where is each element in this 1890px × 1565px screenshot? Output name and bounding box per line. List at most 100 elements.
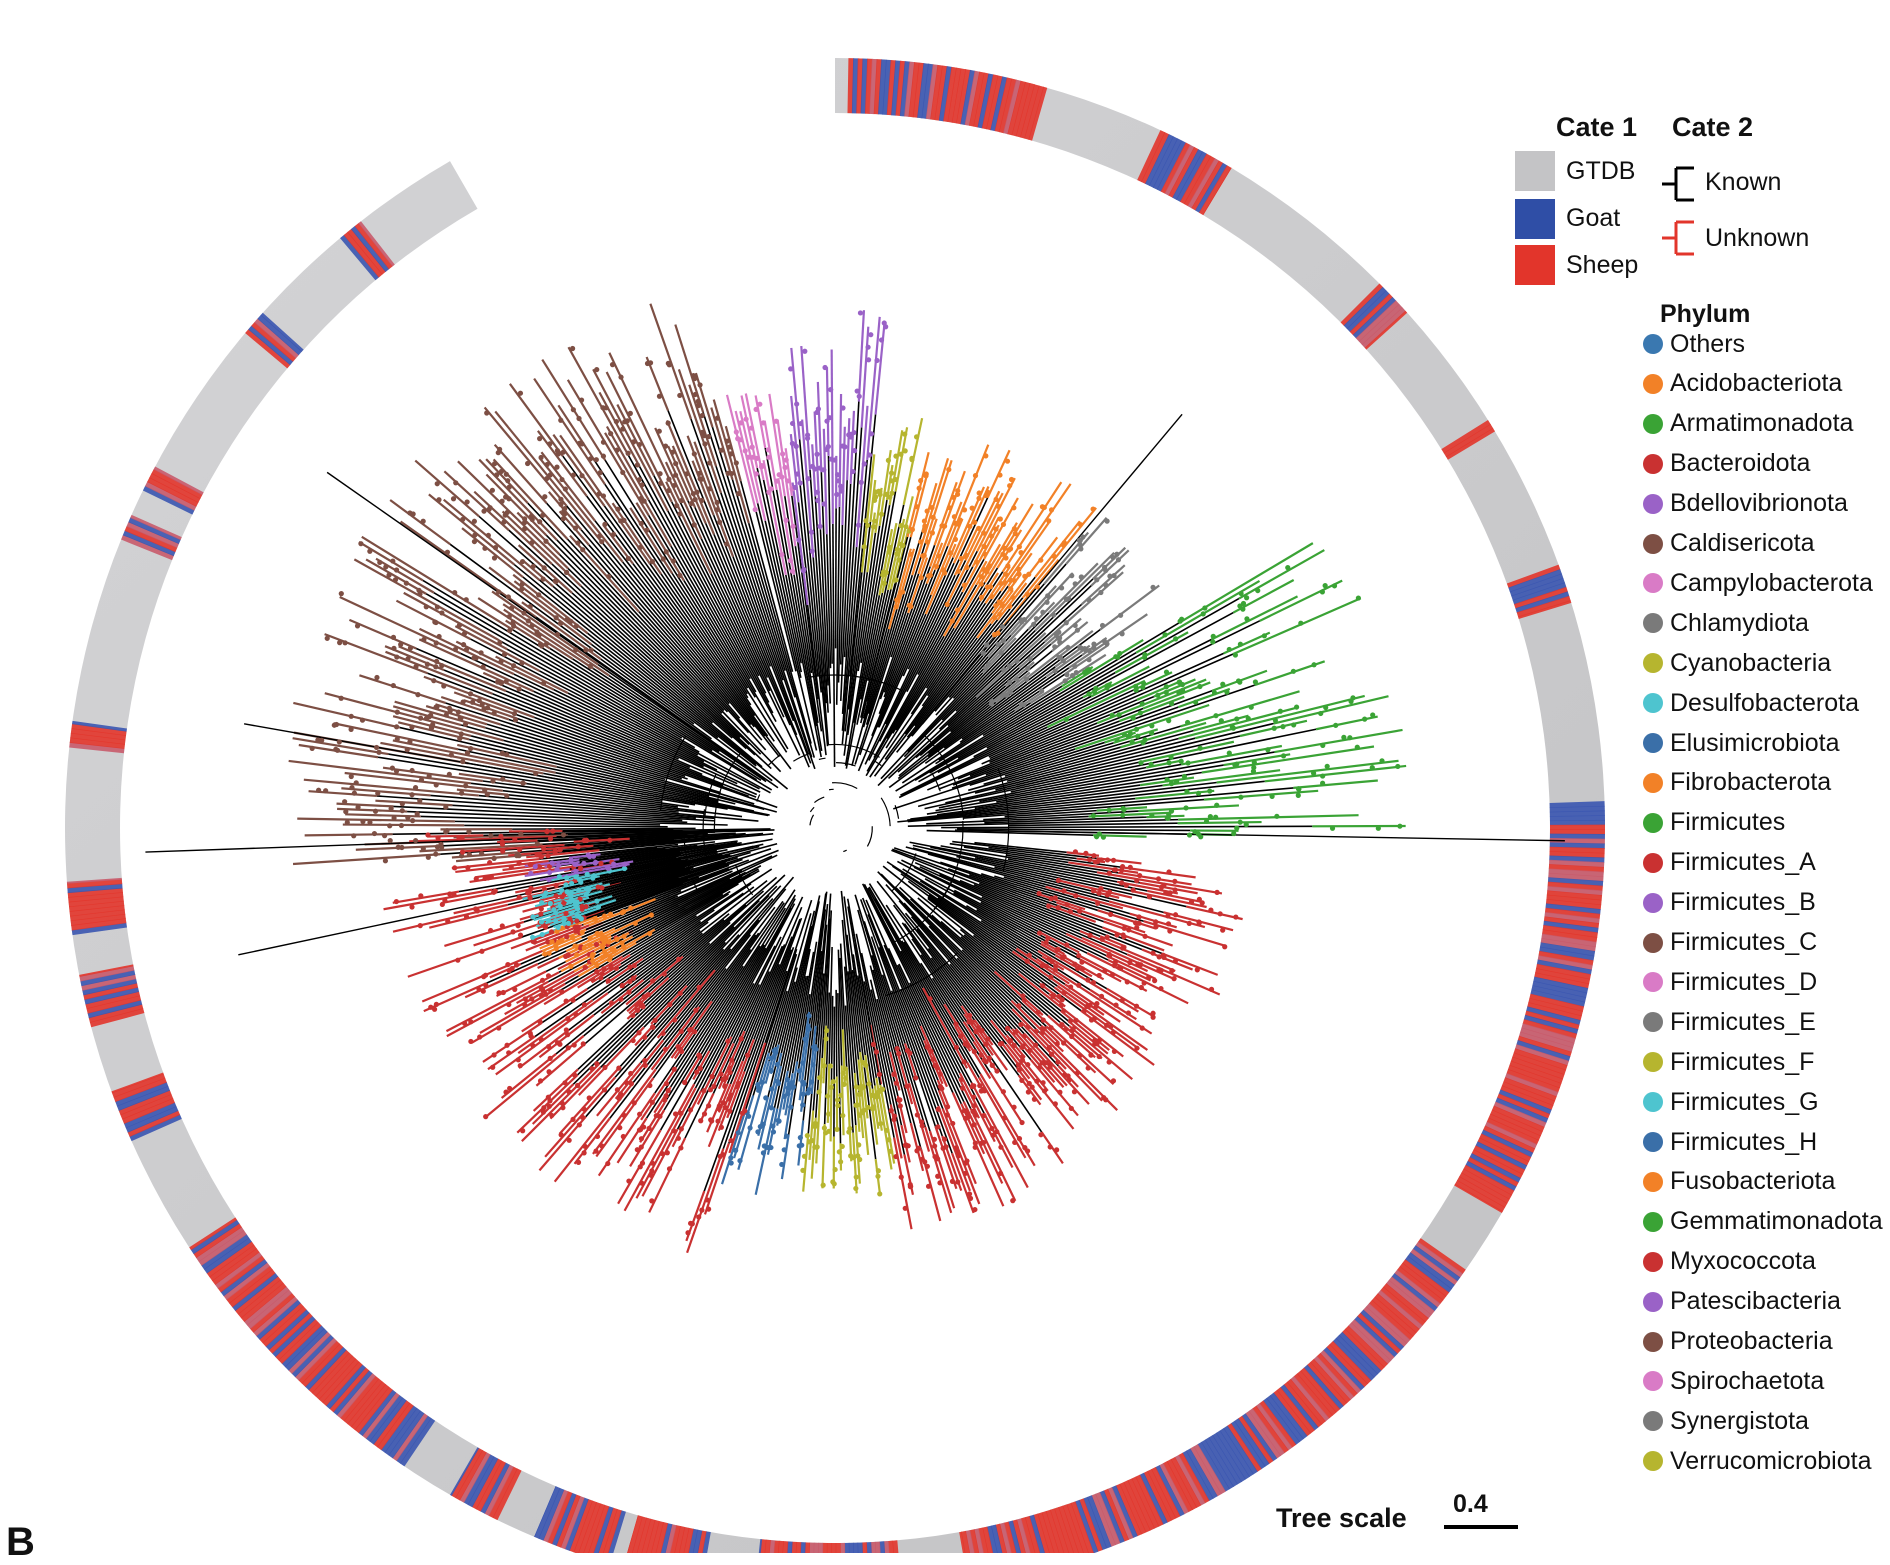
tree-tip-dot <box>1137 873 1142 878</box>
tree-tip-dot <box>1103 583 1108 588</box>
tree-tip-dot <box>728 1092 733 1097</box>
tree-tip-dot <box>561 832 566 837</box>
tree-tip-dot <box>490 778 495 783</box>
tree-tip-dot <box>1087 648 1092 653</box>
tree-tip-dot <box>460 759 465 764</box>
tree-branch <box>836 990 837 1077</box>
tree-branch-tip <box>847 418 849 480</box>
tree-tip-dot <box>1039 688 1044 693</box>
tree-tip-dot <box>1025 1025 1030 1030</box>
tree-tip-dot <box>803 1037 808 1042</box>
tree-tip-dot <box>1118 613 1123 618</box>
tree-tip-dot <box>1184 789 1189 794</box>
tree-tip-dot <box>824 1028 829 1033</box>
tree-tip-dot <box>1370 712 1375 717</box>
tree-branch-tip <box>375 801 452 806</box>
tree-tip-dot <box>1274 814 1279 819</box>
tree-tip-dot <box>632 963 637 968</box>
tree-tip-dot <box>1061 1008 1066 1013</box>
tree-tip-dot <box>558 418 563 423</box>
tree-tip-dot <box>997 612 1002 617</box>
phylum-color-dot <box>1643 773 1663 793</box>
tree-tip-dot <box>688 1221 693 1226</box>
cate1-swatch-sheep <box>1515 245 1555 285</box>
tree-branch-tip <box>427 835 483 836</box>
tree-tip-dot <box>525 461 530 466</box>
tree-tip-dot <box>405 656 410 661</box>
tree-tip-dot <box>1076 953 1081 958</box>
tree-tip-dot <box>1110 555 1115 560</box>
tree-tip-dot <box>599 885 604 890</box>
tree-tip-dot <box>1136 914 1141 919</box>
tree-tip-dot <box>873 494 878 499</box>
tree-tip-dot <box>1197 920 1202 925</box>
phylum-legend-item: Firmicutes_E <box>1643 1005 1816 1039</box>
tree-tip-dot <box>530 1043 535 1048</box>
tree-tip-dot <box>496 450 501 455</box>
tree-tip-dot <box>1166 816 1171 821</box>
tree-tip-dot <box>511 620 516 625</box>
tree-tip-dot <box>882 320 887 325</box>
tree-tip-dot <box>594 367 599 372</box>
tree-tip-dot <box>528 871 533 876</box>
tree-tip-dot <box>747 1125 752 1130</box>
tree-tip-dot <box>437 634 442 639</box>
tree-tip-dot <box>925 1164 930 1169</box>
phylum-label: Armatimonadota <box>1670 409 1853 438</box>
tree-tip-dot <box>1016 1003 1021 1008</box>
tree-tip-dot <box>694 490 699 495</box>
tree-tip-dot <box>1007 604 1012 609</box>
tree-tip-dot <box>594 963 599 968</box>
tree-tip-dot <box>666 420 671 425</box>
tree-tip-dot <box>386 573 391 578</box>
tree-tip-dot <box>994 1129 999 1134</box>
tree-tip-dot <box>501 519 506 524</box>
tree-tip-dot <box>960 1086 965 1091</box>
tree-tip-dot <box>983 1042 988 1047</box>
tree-tip-dot <box>367 549 372 554</box>
tree-tip-dot <box>687 1027 692 1032</box>
tree-tip-dot <box>739 1036 744 1041</box>
tree-tip-dot <box>1272 726 1277 731</box>
tree-tip-dot <box>608 964 613 969</box>
tree-tip-dot <box>580 904 585 909</box>
tree-tip-dot <box>1265 747 1270 752</box>
tree-tip-dot <box>514 853 519 858</box>
tree-tip-dot <box>512 711 517 716</box>
tree-tip-dot <box>699 1208 704 1213</box>
tree-tip-dot <box>1010 595 1015 600</box>
tree-tip-dot <box>1012 578 1017 583</box>
tree-tip-dot <box>797 1068 802 1073</box>
tree-tip-dot <box>1077 909 1082 914</box>
tree-tip-dot <box>788 1105 793 1110</box>
tree-tip-dot <box>809 530 814 535</box>
tree-tip-dot <box>1153 924 1158 929</box>
tree-tip-dot <box>1227 750 1232 755</box>
tree-tip-dot <box>1040 610 1045 615</box>
tree-tip-dot <box>666 477 671 482</box>
tree-tip-dot <box>729 1057 734 1062</box>
tree-tip-dot <box>1007 680 1012 685</box>
tree-tip-dot <box>443 804 448 809</box>
tree-tip-dot <box>1222 944 1227 949</box>
tree-tip-dot <box>801 567 806 572</box>
tree-tip-dot <box>790 421 795 426</box>
tree-tip-dot <box>461 699 466 704</box>
tree-tip-dot <box>1080 534 1085 539</box>
tree-tip-dot <box>1163 890 1168 895</box>
tree-tip-dot <box>677 511 682 516</box>
tree-tip-dot <box>506 1050 511 1055</box>
tree-tip-dot <box>1061 888 1066 893</box>
tree-tip-dot <box>554 465 559 470</box>
tree-tip-dot <box>859 480 864 485</box>
tree-tip-dot <box>886 549 891 554</box>
tree-tip-dot <box>866 1081 871 1086</box>
tree-tip-dot <box>1127 960 1132 965</box>
tree-tip-dot <box>863 518 868 523</box>
tree-tip-dot <box>910 527 915 532</box>
tree-tip-dot <box>556 863 561 868</box>
tree-tip-dot <box>409 768 414 773</box>
tree-tip-dot <box>926 573 931 578</box>
tree-tip-dot <box>434 659 439 664</box>
tree-tip-dot <box>798 480 803 485</box>
